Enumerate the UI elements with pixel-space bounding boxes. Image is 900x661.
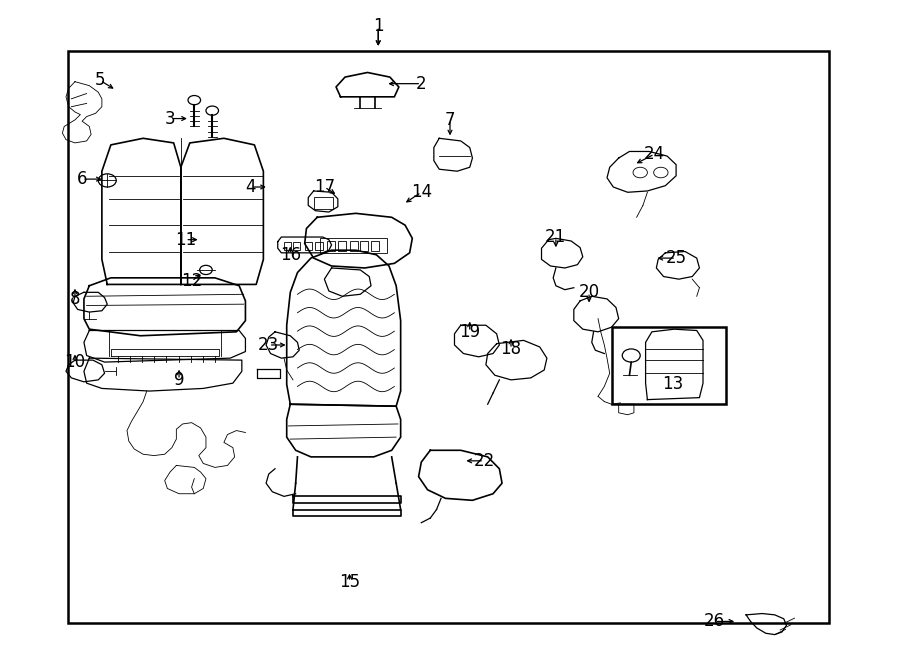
Text: 22: 22 — [473, 452, 495, 470]
Text: 13: 13 — [662, 375, 683, 393]
Bar — [293, 243, 301, 251]
Bar — [68, 51, 829, 623]
Text: 18: 18 — [500, 340, 522, 358]
Text: 21: 21 — [545, 228, 566, 246]
Text: 7: 7 — [445, 111, 455, 129]
Text: 24: 24 — [644, 145, 665, 163]
Text: 14: 14 — [410, 183, 432, 201]
Text: 16: 16 — [280, 246, 301, 264]
Text: 17: 17 — [314, 178, 335, 196]
Bar — [313, 197, 333, 209]
Bar — [284, 243, 292, 251]
Text: 19: 19 — [459, 323, 481, 341]
Text: 1: 1 — [373, 17, 383, 36]
Bar — [371, 241, 379, 251]
Text: 11: 11 — [175, 231, 196, 249]
Bar — [349, 241, 357, 251]
Text: 6: 6 — [76, 170, 87, 188]
Text: 10: 10 — [65, 353, 86, 371]
Bar — [320, 239, 387, 253]
Bar — [338, 241, 346, 251]
Text: 25: 25 — [665, 249, 687, 267]
Bar — [304, 243, 311, 251]
Text: 4: 4 — [246, 178, 256, 196]
Bar — [327, 241, 335, 251]
Text: 23: 23 — [258, 336, 279, 354]
Text: 26: 26 — [704, 613, 725, 631]
Text: 12: 12 — [181, 272, 202, 290]
Bar — [611, 327, 726, 405]
Text: 2: 2 — [416, 75, 427, 93]
Bar — [315, 243, 322, 251]
Text: 9: 9 — [174, 371, 184, 389]
Text: 5: 5 — [94, 71, 105, 89]
Bar — [360, 241, 368, 251]
Text: 3: 3 — [165, 110, 176, 128]
Text: 20: 20 — [579, 284, 599, 301]
Text: 8: 8 — [69, 290, 80, 308]
Text: 15: 15 — [339, 573, 360, 591]
